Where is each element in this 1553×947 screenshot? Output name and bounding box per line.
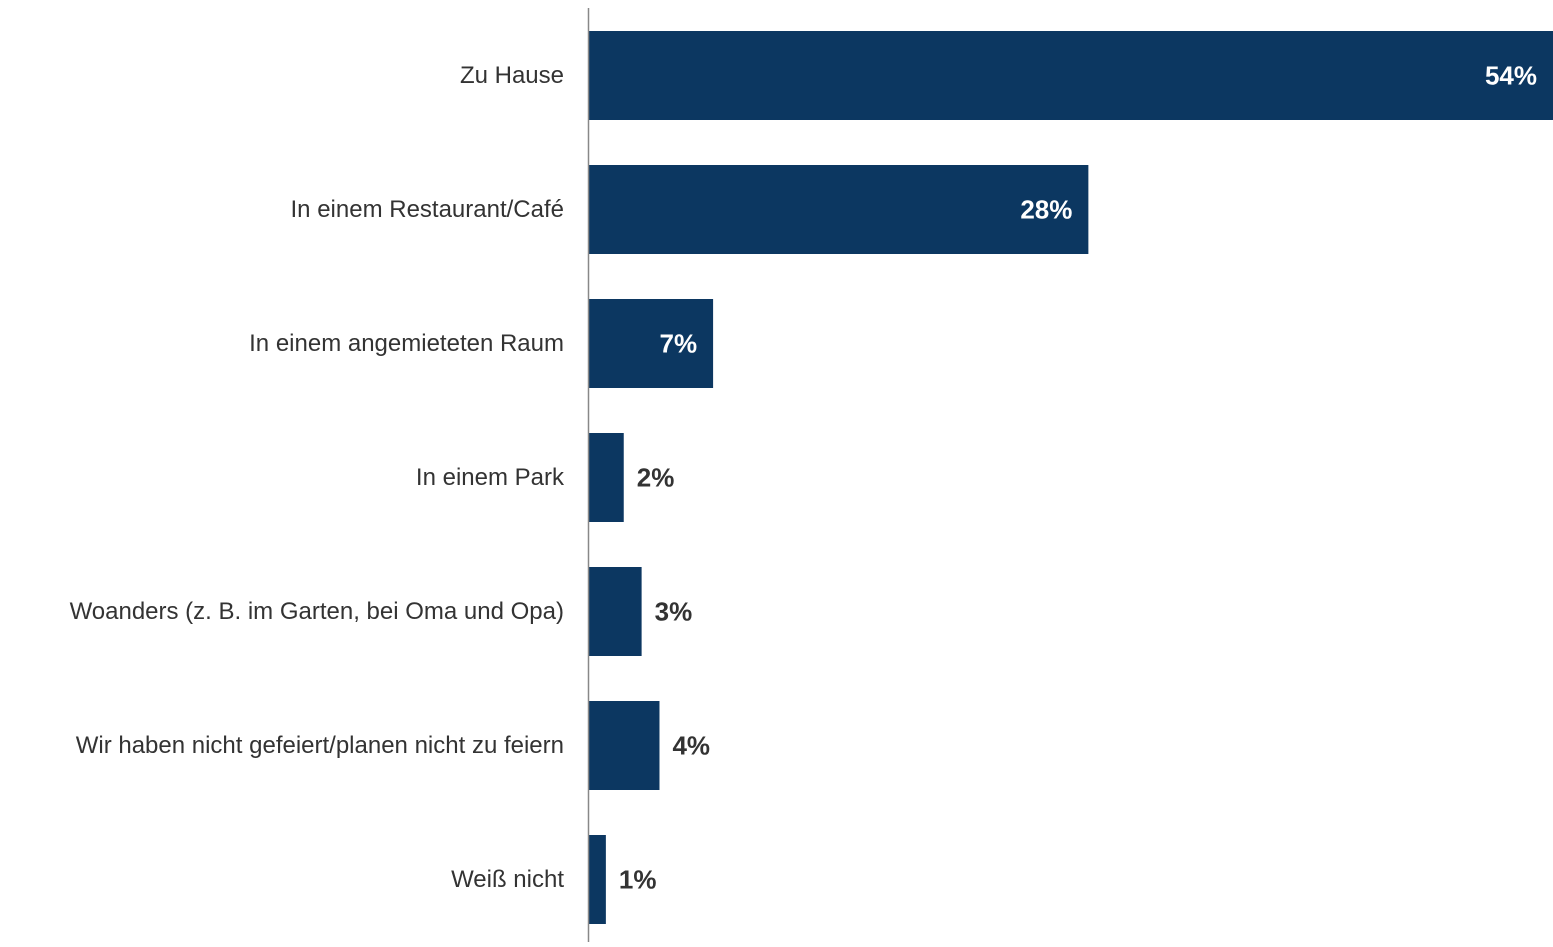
data-label: 2% — [637, 463, 675, 493]
category-label: In einem Park — [416, 464, 565, 491]
category-label: Woanders (z. B. im Garten, bei Oma und O… — [70, 598, 564, 625]
data-label: 54% — [1485, 61, 1537, 91]
bar — [588, 31, 1553, 120]
category-label: In einem Restaurant/Café — [291, 196, 564, 223]
bar — [588, 433, 624, 522]
bar — [588, 299, 714, 388]
data-label: 1% — [619, 865, 657, 895]
category-labels-layer: Zu Hause In einem Restaurant/Café In einem… — [70, 62, 565, 893]
data-label: 28% — [1020, 195, 1072, 225]
category-label: Weiß nicht — [451, 866, 564, 893]
bar — [588, 165, 1089, 254]
value-labels-layer: 54% 28% 7% 2% 3% 4% 1% — [619, 61, 1537, 895]
bars-layer — [588, 31, 1553, 924]
bar — [588, 567, 642, 656]
data-label: 3% — [655, 597, 693, 627]
category-label: Zu Hause — [460, 62, 564, 89]
bar — [588, 701, 660, 790]
data-label: 4% — [672, 731, 710, 761]
category-label: In einem angemieteten Raum — [249, 330, 564, 357]
bar — [588, 835, 606, 924]
data-label: 7% — [660, 329, 698, 359]
category-label: Wir haben nicht gefeiert/planen nicht zu… — [76, 732, 564, 759]
